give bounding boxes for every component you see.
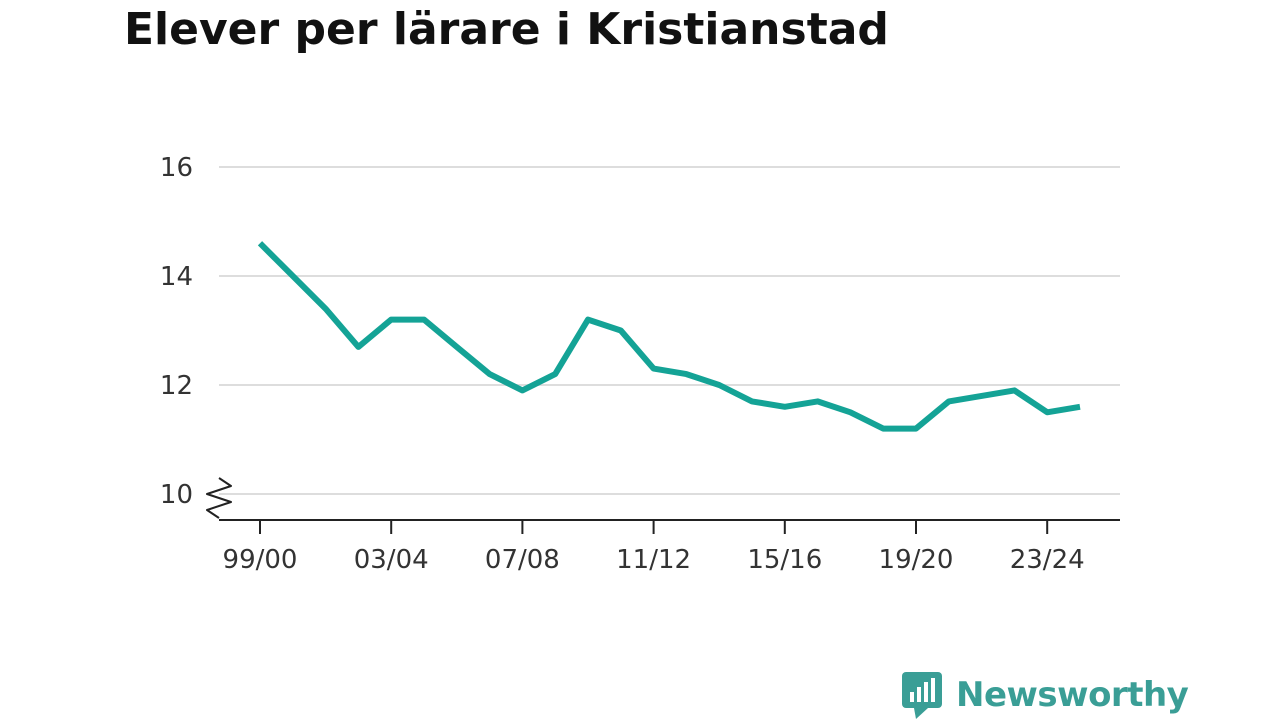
newsworthy-logo-icon [902, 672, 942, 719]
x-tick-label: 03/04 [354, 545, 429, 575]
x-tick-label: 99/00 [223, 545, 298, 575]
x-tick-label: 19/20 [879, 545, 954, 575]
brand-logo: Newsworthy [902, 670, 1189, 720]
x-tick-label: 11/12 [616, 545, 691, 575]
series-line [257, 241, 1081, 432]
y-tick-label: 16 [160, 153, 193, 183]
brand-name: Newsworthy [956, 675, 1189, 715]
x-tick-labels: 99/00 03/04 07/08 11/12 15/16 19/20 23/24 [223, 545, 1085, 575]
y-tick-label: 14 [160, 262, 193, 292]
axes [206, 477, 1120, 534]
y-tick-labels: 10 12 14 16 [160, 153, 193, 510]
y-tick-label: 12 [160, 371, 193, 401]
x-tick-label: 23/24 [1010, 545, 1085, 575]
x-tick-label: 07/08 [485, 545, 560, 575]
grid-lines [219, 166, 1120, 495]
series-layer [257, 241, 1081, 432]
x-tick-label: 15/16 [747, 545, 822, 575]
y-tick-label: 10 [160, 480, 193, 510]
axis-break-icon [206, 477, 232, 519]
chart-title: Elever per lärare i Kristianstad [124, 4, 889, 55]
